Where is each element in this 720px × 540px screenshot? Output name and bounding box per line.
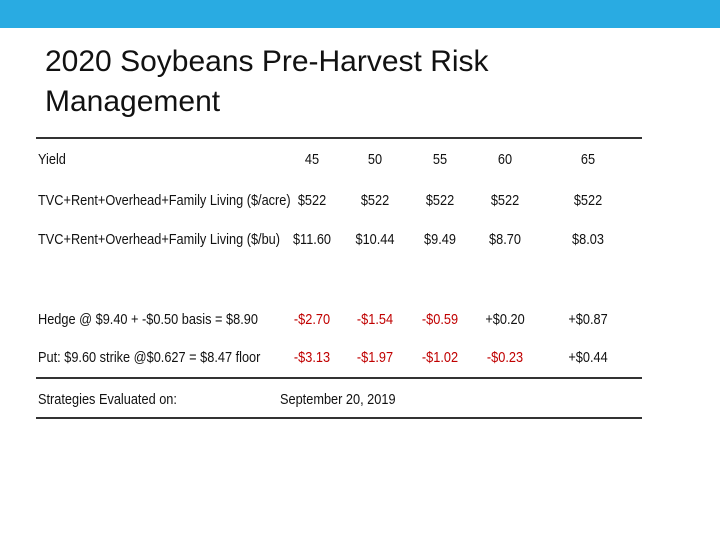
- footer-label: Strategies Evaluated on:: [38, 391, 177, 408]
- table-cell: -$3.13: [293, 349, 331, 366]
- table-cell: $522: [490, 192, 520, 209]
- table-cell: $522: [297, 192, 327, 209]
- table-cell: $8.70: [489, 231, 521, 248]
- table-cell: $11.60: [292, 231, 332, 248]
- slide-title: 2020 Soybeans Pre-Harvest Risk Managemen…: [45, 45, 489, 118]
- table-cell: $522: [425, 192, 455, 209]
- table-cell: +$0.44: [568, 349, 608, 366]
- table-cell: $522: [573, 192, 603, 209]
- table-cell: +$0.20: [485, 311, 525, 328]
- row-label: Yield: [38, 151, 66, 168]
- table-rule: [36, 137, 642, 139]
- table-cell: 50: [367, 151, 383, 168]
- top-bar: [0, 0, 720, 28]
- table-cell: 45: [304, 151, 320, 168]
- table-cell: 55: [432, 151, 448, 168]
- table-cell: $522: [360, 192, 390, 209]
- row-label: Hedge @ $9.40 + -$0.50 basis = $8.90: [38, 311, 258, 328]
- row-label: Put: $9.60 strike @$0.627 = $8.47 floor: [38, 349, 261, 366]
- table-cell: -$1.97: [356, 349, 394, 366]
- footer-value: September 20, 2019: [280, 391, 396, 408]
- table-cell: 65: [580, 151, 596, 168]
- table-rule: [36, 377, 642, 379]
- table-cell: -$0.23: [486, 349, 524, 366]
- table-cell: $10.44: [355, 231, 395, 248]
- row-label: TVC+Rent+Overhead+Family Living ($/bu): [38, 231, 281, 248]
- table-cell: +$0.87: [568, 311, 608, 328]
- table-cell: -$1.02: [421, 349, 459, 366]
- row-label: TVC+Rent+Overhead+Family Living ($/acre): [38, 192, 291, 209]
- table-cell: -$2.70: [293, 311, 331, 328]
- table-cell: $8.03: [572, 231, 604, 248]
- table-rule: [36, 417, 642, 419]
- table-cell: -$1.54: [356, 311, 394, 328]
- table-cell: -$0.59: [421, 311, 459, 328]
- table-cell: 60: [497, 151, 513, 168]
- table-cell: $9.49: [424, 231, 456, 248]
